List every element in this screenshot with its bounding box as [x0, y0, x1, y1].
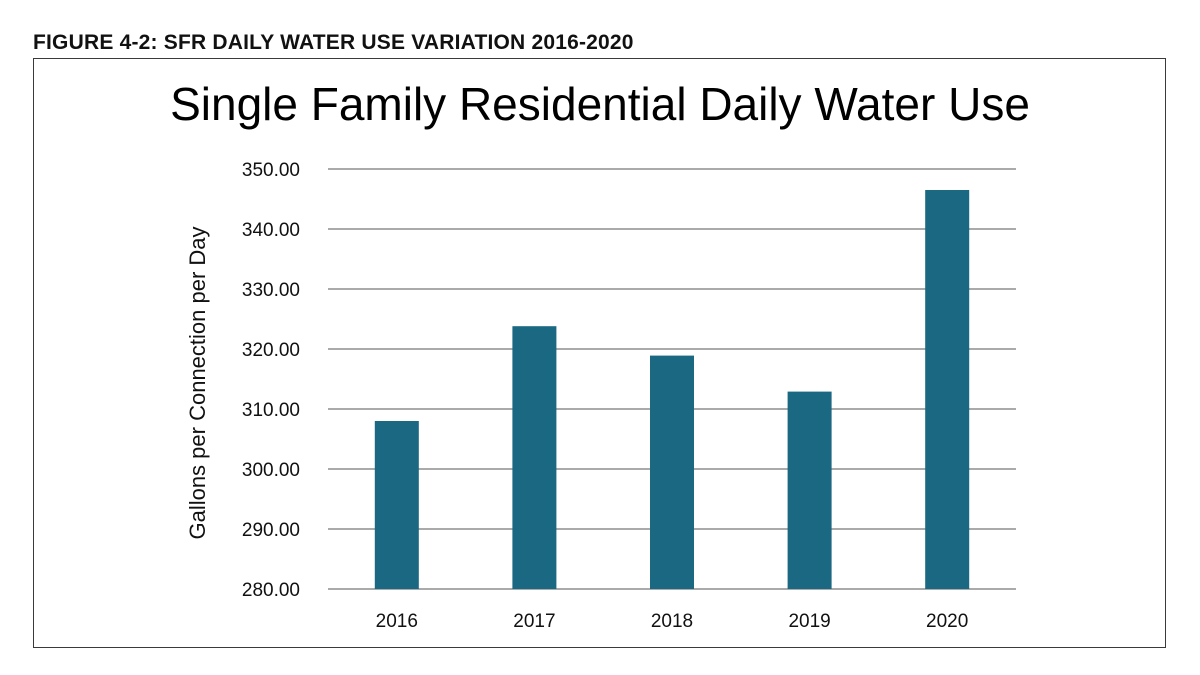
bar-2016: [374, 421, 419, 589]
y-tick-label: 350.00: [242, 160, 300, 181]
y-tick-labels: 280.00 290.00 300.00 310.00 320.00 330.00 340.…: [242, 160, 300, 601]
chart-title: Single Family Residential Daily Water Us…: [170, 78, 1030, 130]
y-tick-label: 330.00: [242, 280, 300, 301]
bar-2019: [787, 391, 832, 589]
bar-2018: [650, 355, 694, 589]
y-tick-label: 290.00: [242, 520, 300, 541]
x-tick-label: 2019: [788, 611, 830, 632]
x-tick-label: 2020: [926, 611, 968, 632]
x-tick-labels: 2016 2017 2018 2019 2020: [376, 611, 969, 632]
x-tick-label: 2018: [651, 611, 693, 632]
x-tick-label: 2017: [513, 611, 555, 632]
figure-caption: FIGURE 4-2: SFR DAILY WATER USE VARIATIO…: [33, 31, 634, 54]
x-tick-label: 2016: [376, 611, 418, 632]
bars: [374, 190, 970, 589]
bar-2017: [512, 326, 557, 589]
y-tick-label: 340.00: [242, 220, 300, 241]
y-tick-label: 320.00: [242, 340, 300, 361]
y-tick-label: 280.00: [242, 580, 300, 601]
bar-2020: [925, 190, 970, 589]
y-tick-label: 310.00: [242, 400, 300, 421]
chart-frame: [33, 58, 1166, 648]
y-axis-label: Gallons per Connection per Day: [185, 226, 210, 539]
y-tick-label: 300.00: [242, 460, 300, 481]
